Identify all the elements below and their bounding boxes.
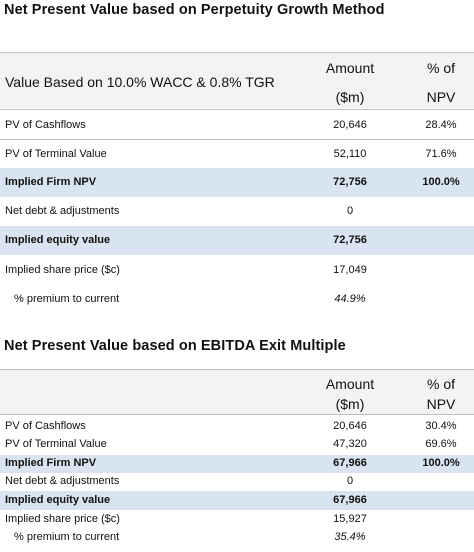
table-row-label: Implied equity value [5, 494, 111, 506]
table-row-amount: 67,966 [333, 494, 367, 506]
table-row-pct: 30.4% [425, 420, 457, 432]
implied-firm-npv-highlight [0, 168, 474, 197]
divider [0, 414, 474, 415]
table-row-label: PV of Terminal Value [5, 148, 107, 160]
perpetuity-amount-header: Amount [325, 60, 375, 76]
table-row-label: PV of Cashflows [5, 420, 86, 432]
table-row-label: Implied Firm NPV [5, 457, 97, 469]
perpetuity-header-band [0, 52, 474, 108]
table-row-pct: 28.4% [425, 119, 457, 131]
exit-multiple-header-band [0, 369, 474, 414]
divider [0, 109, 474, 110]
table-row-amount: 52,110 [333, 148, 367, 160]
table-row-label: PV of Terminal Value [5, 438, 107, 450]
table-row-amount: 0 [346, 475, 354, 487]
exit-amount-header: Amount [325, 376, 375, 392]
table-row-label: Implied Firm NPV [5, 176, 97, 188]
perpetuity-pct-header: % of [426, 60, 455, 76]
table-row-pct: 69.6% [425, 438, 457, 450]
table-row-label: % premium to current [14, 531, 120, 543]
exit-amount-unit: ($m) [335, 396, 365, 412]
table-row-amount: 35.4% [334, 531, 366, 543]
perpetuity-header-label: Value Based on 10.0% WACC & 0.8% TGR [5, 74, 275, 90]
divider [0, 139, 474, 140]
table-row-pct: 100.0% [422, 176, 460, 188]
table-row-amount: 72,756 [333, 176, 367, 188]
table-row-amount: 0 [346, 205, 354, 217]
table-row-amount: 47,320 [333, 438, 367, 450]
table-row-label: % premium to current [14, 293, 120, 305]
table-row-label: Net debt & adjustments [5, 475, 120, 487]
implied-equity-value-highlight [0, 491, 474, 510]
table-row-amount: 72,756 [333, 234, 367, 246]
divider [0, 52, 474, 53]
table-row-label: Implied equity value [5, 234, 111, 246]
exit-pct-header: % of [426, 376, 455, 392]
table-row-amount: 67,966 [333, 457, 367, 469]
table-row-label: Implied share price ($c) [5, 264, 120, 276]
divider [0, 369, 474, 370]
table-row-pct: 71.6% [425, 148, 457, 160]
table-row-amount: 20,646 [333, 420, 367, 432]
perpetuity-section-title: Net Present Value based on Perpetuity Gr… [4, 2, 385, 18]
table-row-label: Net debt & adjustments [5, 205, 120, 217]
table-row-amount: 15,927 [333, 513, 367, 525]
perpetuity-amount-unit: ($m) [335, 89, 365, 105]
implied-equity-value-highlight [0, 226, 474, 255]
table-row-label: Implied share price ($c) [5, 513, 120, 525]
table-row-pct: 100.0% [422, 457, 460, 469]
table-row-amount: 44.9% [334, 293, 366, 305]
implied-firm-npv-highlight [0, 455, 474, 473]
perpetuity-pct-unit: NPV [426, 89, 456, 105]
table-row-amount: 17,049 [333, 264, 367, 276]
exit-multiple-section-title: Net Present Value based on EBITDA Exit M… [4, 338, 346, 354]
exit-pct-unit: NPV [426, 396, 456, 412]
table-row-amount: 20,646 [333, 119, 367, 131]
table-row-label: PV of Cashflows [5, 119, 86, 131]
